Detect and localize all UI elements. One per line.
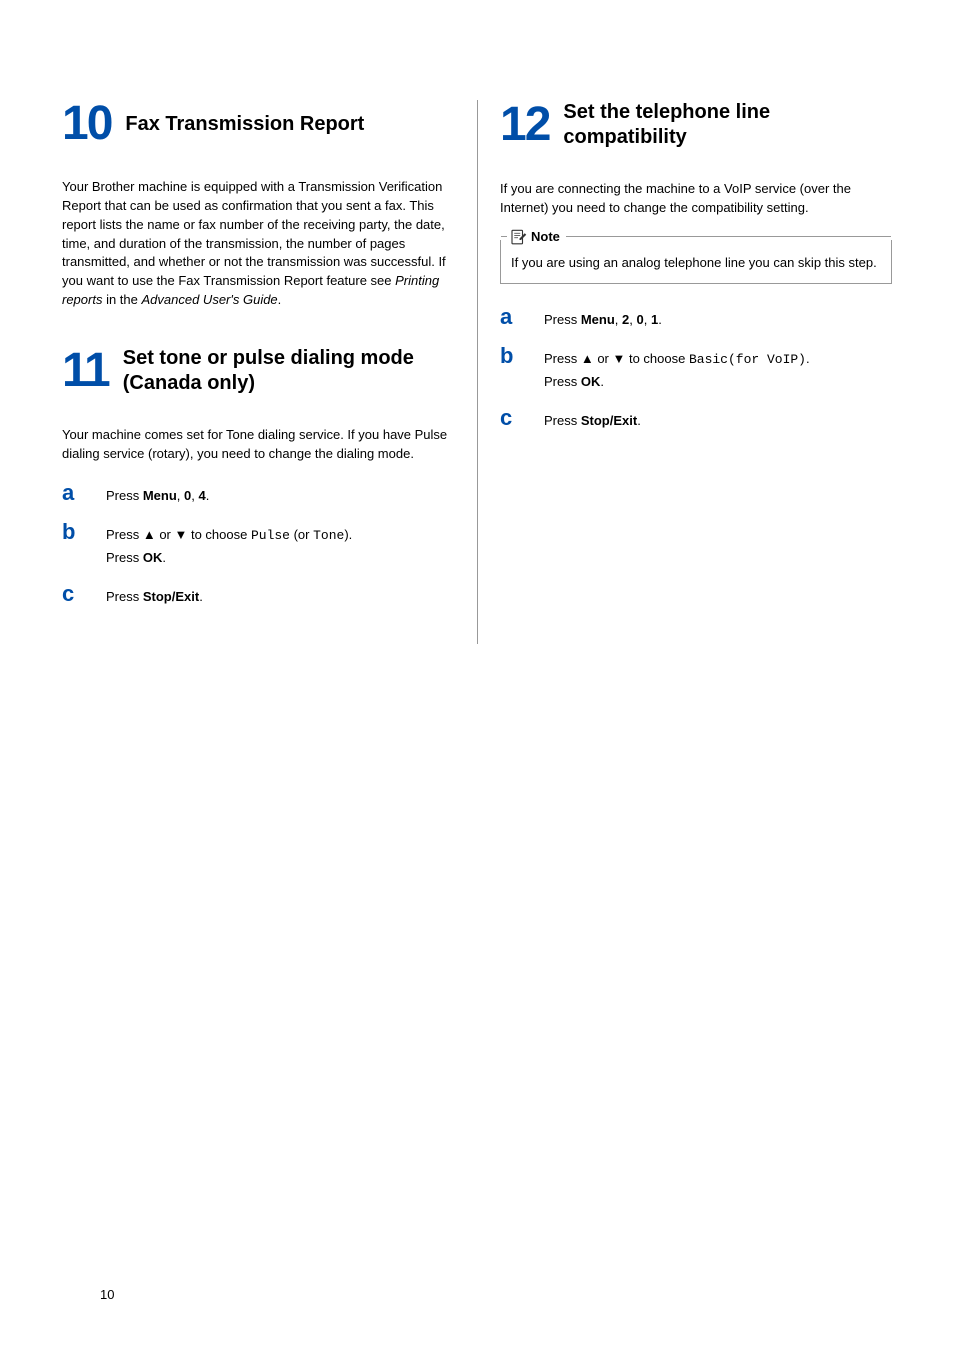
t: , xyxy=(615,312,622,327)
section-10-head: 10 Fax Transmission Report xyxy=(62,100,455,148)
t: Menu xyxy=(581,312,615,327)
t: Press xyxy=(106,589,143,604)
t: Stop/Exit xyxy=(581,413,637,428)
t: . xyxy=(600,374,604,389)
t: Press xyxy=(544,312,581,327)
step-12c-text: Press Stop/Exit. xyxy=(544,410,892,432)
section-12: 12 Set the telephone line compatibility … xyxy=(500,100,892,432)
section-10-body-text: Your Brother machine is equipped with a … xyxy=(62,179,446,288)
t: . xyxy=(162,550,166,565)
t: , xyxy=(629,312,636,327)
step-number-12: 12 xyxy=(500,101,549,149)
t: Menu xyxy=(143,488,177,503)
t: . xyxy=(637,413,641,428)
section-10: 10 Fax Transmission Report Your Brother … xyxy=(62,100,455,310)
t: Pulse xyxy=(251,528,290,543)
t: OK xyxy=(143,550,163,565)
section-10-body: Your Brother machine is equipped with a … xyxy=(62,178,455,310)
step-11c-text: Press Stop/Exit. xyxy=(106,586,455,608)
section-12-body: If you are connecting the machine to a V… xyxy=(500,180,892,218)
t: . xyxy=(658,312,662,327)
section-11-body: Your machine comes set for Tone dialing … xyxy=(62,426,455,464)
section-12-steps: a Press Menu, 2, 0, 1. b Press ▲ or ▼ to… xyxy=(500,306,892,432)
t: , xyxy=(191,488,198,503)
left-column: 10 Fax Transmission Report Your Brother … xyxy=(62,100,477,644)
note-line-right xyxy=(566,236,891,237)
t: Tone xyxy=(313,528,344,543)
section-10-suffix: . xyxy=(278,292,282,307)
section-11-steps: a Press Menu, 0, 4. b Press ▲ or ▼ to ch… xyxy=(62,482,455,608)
section-11: 11 Set tone or pulse dialing mode (Canad… xyxy=(62,346,455,608)
step-number-10: 10 xyxy=(62,100,111,148)
t: 0 xyxy=(637,312,644,327)
t: , xyxy=(644,312,651,327)
step-letter-a: a xyxy=(500,306,522,328)
t: Press xyxy=(106,488,143,503)
step-12c: c Press Stop/Exit. xyxy=(500,407,892,432)
section-11-head: 11 Set tone or pulse dialing mode (Canad… xyxy=(62,346,455,396)
section-10-mid: in the xyxy=(102,292,141,307)
step-11a: a Press Menu, 0, 4. xyxy=(62,482,455,507)
note-header: Note xyxy=(501,228,891,246)
step-letter-a: a xyxy=(62,482,84,504)
t: Stop/Exit xyxy=(143,589,199,604)
step-12b-text: Press ▲ or ▼ to choose Basic(for VoIP). … xyxy=(544,348,892,393)
t: Press ▲ or ▼ to choose xyxy=(544,351,689,366)
note-body: If you are using an analog telephone lin… xyxy=(511,254,881,273)
step-number-11: 11 xyxy=(62,347,109,395)
step-11a-text: Press Menu, 0, 4. xyxy=(106,485,455,507)
note-label: Note xyxy=(531,229,566,244)
step-letter-b: b xyxy=(500,345,522,367)
step-12a-text: Press Menu, 2, 0, 1. xyxy=(544,309,892,331)
step-letter-c: c xyxy=(500,407,522,429)
two-column-layout: 10 Fax Transmission Report Your Brother … xyxy=(62,100,892,644)
t: 4 xyxy=(199,488,206,503)
t: (or xyxy=(290,527,313,542)
step-letter-c: c xyxy=(62,583,84,605)
step-12b: b Press ▲ or ▼ to choose Basic(for VoIP)… xyxy=(500,345,892,393)
t: OK xyxy=(581,374,601,389)
t: . xyxy=(206,488,210,503)
t: Basic(for VoIP) xyxy=(689,352,806,367)
section-12-head: 12 Set the telephone line compatibility xyxy=(500,100,892,150)
t: ). xyxy=(344,527,352,542)
note-line-left xyxy=(501,236,507,237)
note-icon xyxy=(509,228,527,246)
right-column: 12 Set the telephone line compatibility … xyxy=(477,100,892,644)
step-11b-text: Press ▲ or ▼ to choose Pulse (or Tone). … xyxy=(106,524,455,569)
t: Press xyxy=(544,413,581,428)
t: . xyxy=(806,351,810,366)
section-12-title: Set the telephone line compatibility xyxy=(563,100,892,150)
page-number: 10 xyxy=(100,1287,114,1302)
section-10-title: Fax Transmission Report xyxy=(125,112,364,137)
section-11-title: Set tone or pulse dialing mode (Canada o… xyxy=(123,346,455,396)
t: Press xyxy=(544,374,581,389)
t: Press ▲ or ▼ to choose xyxy=(106,527,251,542)
step-11b: b Press ▲ or ▼ to choose Pulse (or Tone)… xyxy=(62,521,455,569)
step-11c: c Press Stop/Exit. xyxy=(62,583,455,608)
section-10-ref2: Advanced User's Guide xyxy=(142,292,278,307)
note-box: Note If you are using an analog telephon… xyxy=(500,240,892,284)
step-12a: a Press Menu, 2, 0, 1. xyxy=(500,306,892,331)
t: , xyxy=(177,488,184,503)
step-letter-b: b xyxy=(62,521,84,543)
t: . xyxy=(199,589,203,604)
t: Press xyxy=(106,550,143,565)
